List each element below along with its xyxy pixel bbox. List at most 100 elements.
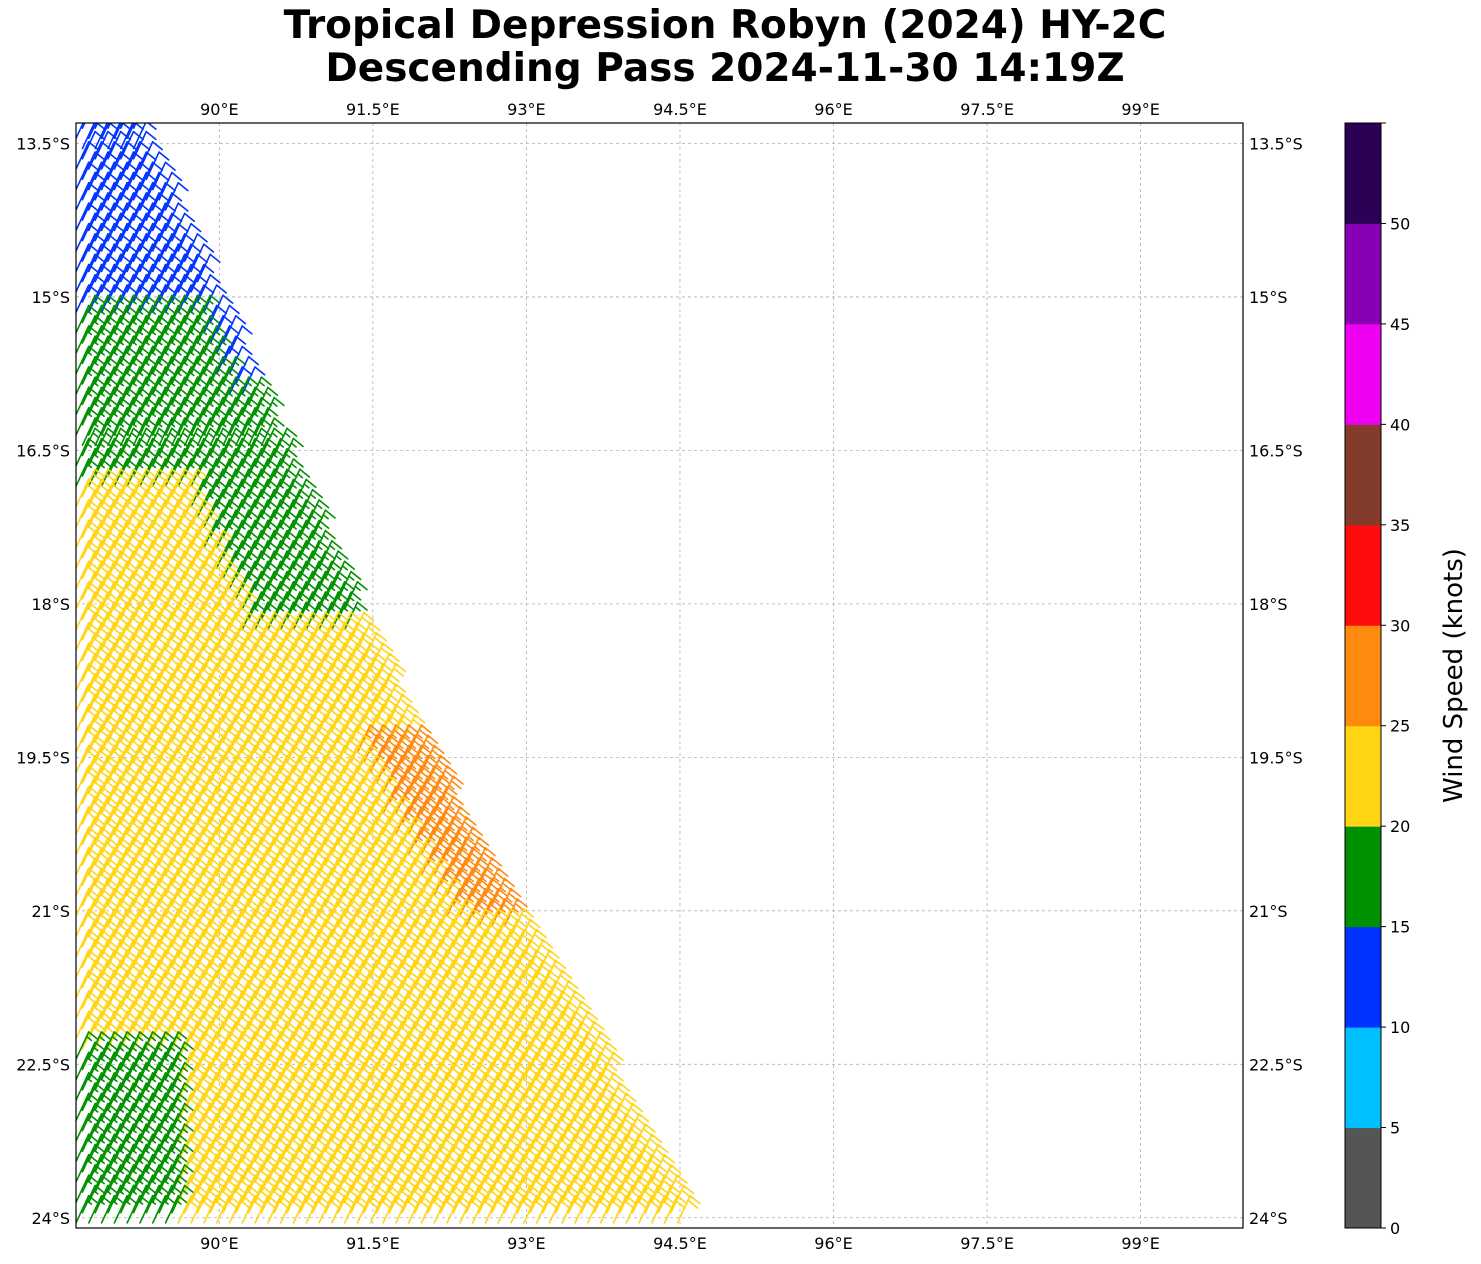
barb-half-feather bbox=[175, 391, 182, 397]
barb-half-feather bbox=[245, 513, 253, 520]
barb-half-feather bbox=[156, 339, 163, 346]
wind-barb bbox=[81, 171, 106, 201]
barb-half-feather bbox=[258, 401, 265, 407]
barb-feather bbox=[183, 314, 196, 325]
barb-feather bbox=[151, 437, 164, 448]
barb-feather bbox=[126, 141, 138, 151]
barb-feather bbox=[222, 488, 234, 499]
barb-feather bbox=[222, 314, 234, 325]
barb-feather bbox=[190, 437, 202, 448]
barb-feather bbox=[158, 253, 170, 263]
barb-feather bbox=[209, 355, 221, 366]
barb-feather bbox=[343, 560, 356, 570]
barb-half-feather bbox=[188, 411, 195, 418]
wind-barb bbox=[126, 123, 136, 140]
barb-feather bbox=[209, 570, 221, 581]
barb-half-feather bbox=[168, 432, 176, 438]
barb-half-feather bbox=[271, 452, 278, 459]
barb-feather bbox=[183, 212, 196, 223]
barb-feather bbox=[164, 437, 176, 448]
barb-feather bbox=[228, 499, 240, 509]
wind-barb bbox=[81, 294, 106, 324]
barb-shaft bbox=[76, 202, 90, 232]
barb-half-feather bbox=[136, 370, 144, 377]
barb-half-feather bbox=[277, 442, 285, 448]
barb-half-feather bbox=[264, 411, 272, 418]
barb-half-feather bbox=[130, 380, 137, 387]
barb-feather bbox=[139, 202, 151, 212]
wind-barb bbox=[87, 407, 112, 436]
barb-half-feather bbox=[258, 534, 265, 540]
barb-feather bbox=[100, 366, 112, 376]
barb-feather bbox=[177, 366, 189, 376]
barb-half-feather bbox=[124, 411, 131, 418]
barb-half-feather bbox=[104, 421, 112, 428]
barb-half-feather bbox=[245, 380, 253, 387]
barb-feather bbox=[139, 366, 151, 376]
barb-half-feather bbox=[168, 380, 176, 387]
barb-feather bbox=[94, 550, 106, 560]
barb-half-feather bbox=[92, 401, 99, 407]
barb-feather bbox=[113, 366, 125, 376]
barb-feather bbox=[113, 386, 125, 396]
barb-feather bbox=[151, 540, 164, 550]
barb-feather bbox=[177, 519, 189, 530]
barb-feather bbox=[241, 499, 253, 509]
barb-feather bbox=[254, 366, 266, 376]
barb-half-feather bbox=[111, 411, 118, 418]
barb-half-feather bbox=[143, 452, 150, 459]
barb-half-feather bbox=[168, 360, 176, 366]
barb-feather bbox=[305, 560, 317, 570]
barb-feather bbox=[286, 570, 298, 581]
barb-feather bbox=[177, 263, 189, 274]
barb-feather bbox=[158, 447, 170, 458]
barb-feather bbox=[126, 366, 138, 376]
barb-feather bbox=[190, 345, 202, 356]
barb-feather bbox=[190, 519, 202, 530]
barb-feather bbox=[113, 304, 125, 315]
barb-feather bbox=[100, 386, 112, 396]
barb-half-feather bbox=[245, 575, 253, 581]
barb-feather bbox=[119, 529, 132, 540]
barb-feather bbox=[279, 478, 292, 489]
barb-shaft bbox=[81, 123, 96, 150]
barb-half-feather bbox=[220, 493, 227, 499]
barb-half-feather bbox=[98, 442, 105, 448]
barb-feather bbox=[119, 253, 132, 263]
barb-feather bbox=[273, 468, 285, 478]
barb-feather bbox=[171, 550, 183, 560]
barb-feather bbox=[267, 519, 279, 530]
barb-feather bbox=[171, 529, 183, 540]
barb-feather bbox=[145, 233, 157, 243]
barb-feather bbox=[247, 427, 260, 437]
barb-half-feather bbox=[92, 432, 99, 438]
barb-feather bbox=[171, 294, 183, 304]
barb-feather bbox=[132, 417, 144, 427]
wind-barb bbox=[76, 437, 100, 467]
barb-half-feather bbox=[309, 575, 317, 581]
barb-feather bbox=[145, 447, 157, 458]
wind-barb bbox=[81, 396, 106, 426]
wind-barb bbox=[81, 151, 106, 181]
barb-feather bbox=[228, 458, 240, 468]
barb-feather bbox=[151, 519, 164, 530]
barb-half-feather bbox=[277, 544, 285, 551]
barb-feather bbox=[119, 212, 132, 223]
barb-half-feather bbox=[290, 503, 297, 510]
barb-shaft bbox=[76, 181, 90, 211]
barb-shaft bbox=[81, 130, 96, 160]
barb-feather bbox=[203, 478, 215, 489]
barb-feather bbox=[209, 509, 221, 519]
barb-feather bbox=[132, 376, 144, 386]
barb-half-feather bbox=[124, 309, 131, 315]
barb-feather bbox=[286, 427, 298, 437]
barb-half-feather bbox=[239, 544, 246, 551]
wind-barb bbox=[171, 417, 196, 447]
barb-feather bbox=[107, 355, 119, 366]
barb-feather bbox=[228, 345, 240, 356]
barb-feather bbox=[222, 550, 234, 560]
wind-barb bbox=[81, 335, 106, 365]
barb-half-feather bbox=[207, 380, 214, 387]
barb-feather bbox=[305, 499, 317, 509]
barb-half-feather bbox=[245, 421, 253, 428]
